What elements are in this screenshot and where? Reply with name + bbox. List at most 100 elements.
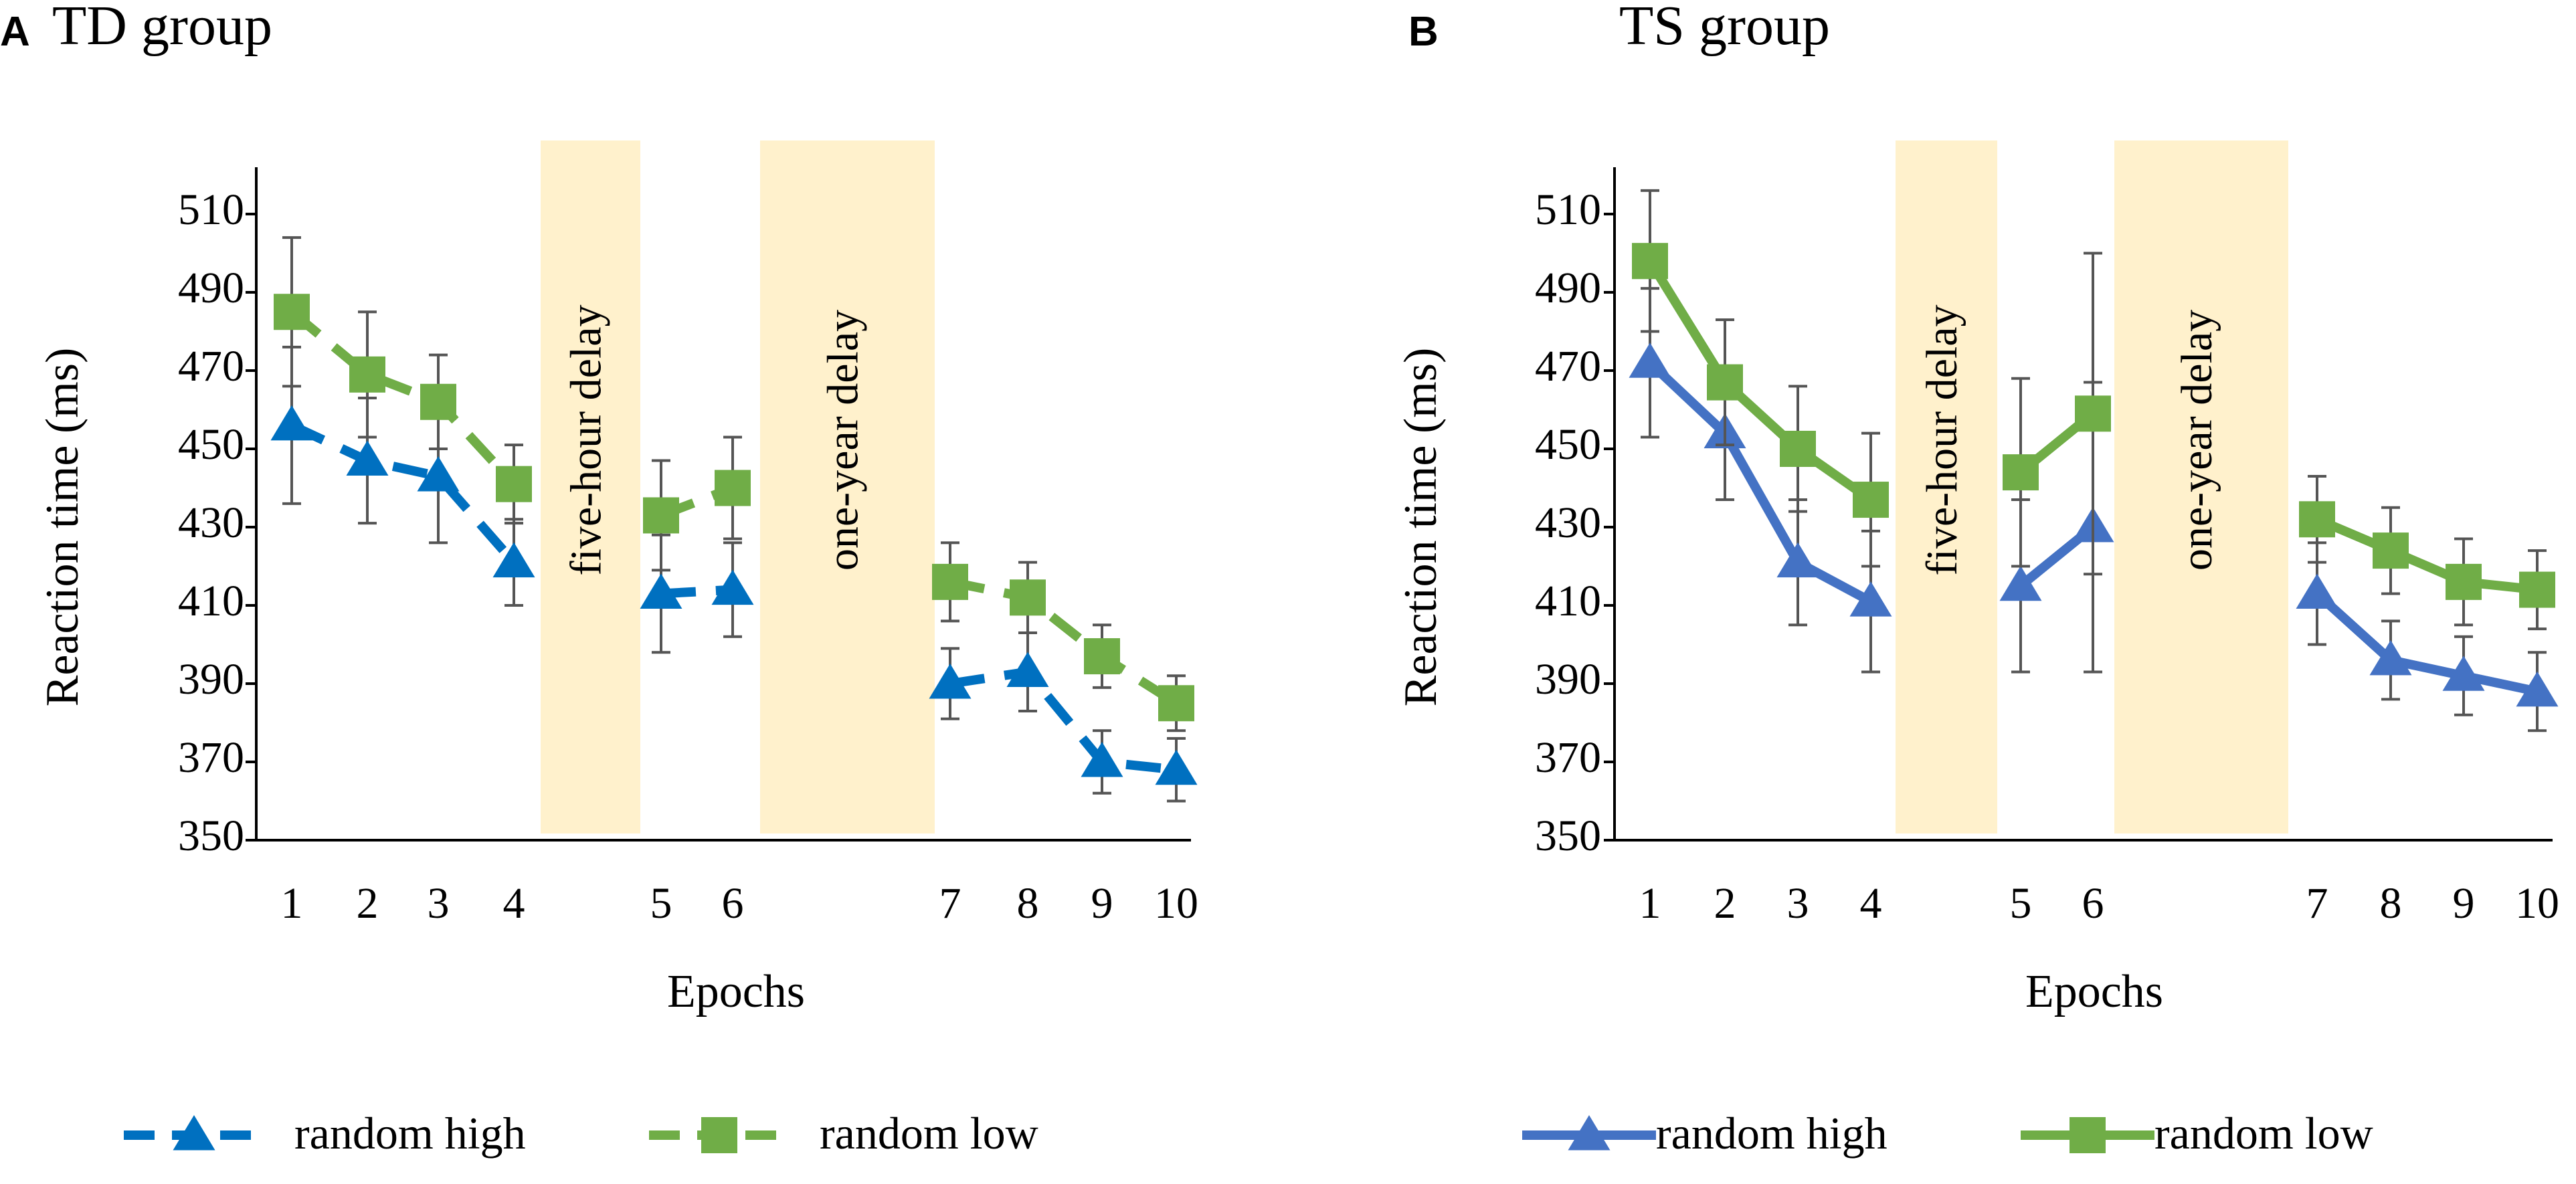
series-random-high	[1629, 287, 2559, 732]
data-point	[1006, 652, 1049, 687]
data-point	[346, 440, 389, 476]
x-axis-label: Epochs	[2025, 966, 2163, 1017]
series-line	[949, 667, 1177, 775]
data-point	[711, 569, 754, 605]
y-tick-label: 350	[178, 811, 244, 860]
x-tick-label: 5	[650, 879, 672, 928]
y-tick-label: 490	[1535, 264, 1601, 312]
y-tick-label: 410	[178, 577, 244, 625]
y-tick-label: 390	[1535, 655, 1601, 704]
chart-title: TS group	[1619, 0, 1830, 57]
panel-letter: B	[1408, 9, 1439, 55]
delay-band	[2114, 140, 2288, 833]
legend: random high random low	[124, 1108, 1038, 1159]
legend-marker	[173, 1115, 215, 1151]
legend-label: random low	[820, 1108, 1038, 1159]
series-line	[290, 421, 518, 566]
series-line	[1646, 258, 1874, 504]
legend: random high random low	[1522, 1108, 2373, 1159]
delay-label: one-year delay	[2173, 310, 2221, 571]
x-tick-label: 4	[503, 879, 525, 928]
data-point	[2299, 501, 2335, 538]
y-axis-label: Reaction time (ms)	[1395, 348, 1447, 707]
data-point	[929, 664, 972, 699]
legend-label: random high	[1656, 1108, 1888, 1159]
legend-marker	[701, 1117, 737, 1153]
data-point	[274, 294, 310, 330]
legend-marker	[1568, 1115, 1611, 1151]
legend-marker	[2069, 1117, 2106, 1153]
data-point	[2003, 454, 2039, 491]
y-tick-label: 370	[1535, 733, 1601, 782]
y-tick-label: 470	[178, 342, 244, 391]
data-point	[1853, 482, 1889, 518]
series-random-high	[270, 345, 1198, 803]
x-tick-label: 7	[2306, 879, 2328, 928]
delay-label: one-year delay	[819, 310, 868, 571]
data-point	[640, 573, 682, 609]
chart-panel-a: A TD group five-hour delay one-year delay 35…	[0, 0, 1198, 1159]
series-random-low	[1632, 189, 2555, 631]
data-point	[1849, 581, 1892, 617]
data-point	[1629, 342, 1671, 378]
legend-label: random high	[294, 1108, 526, 1159]
y-tick-label: 470	[1535, 342, 1601, 391]
series-random-low	[274, 236, 1194, 732]
x-tick-label: 6	[722, 879, 744, 928]
data-point	[2369, 639, 2412, 676]
data-point	[1158, 685, 1194, 722]
data-point	[420, 383, 456, 420]
y-tick-label: 390	[178, 655, 244, 704]
y-tick-label: 450	[1535, 420, 1601, 469]
series-line	[288, 308, 518, 488]
series-line	[2314, 590, 2539, 696]
data-point	[417, 456, 460, 492]
chart-panel-b: B TS group five-hour delay one-year delay 3 5…	[1395, 0, 2559, 1159]
data-point	[2373, 532, 2409, 569]
x-tick-label: 4	[1860, 879, 1882, 928]
data-point	[643, 497, 679, 534]
x-tick-label: 3	[1787, 879, 1809, 928]
data-point	[715, 470, 751, 506]
legend-label: random low	[2154, 1108, 2373, 1159]
y-tick-label: 410	[1535, 577, 1601, 625]
y-tick-label: 510	[1535, 185, 1601, 234]
x-tick-label: 1	[1639, 879, 1661, 928]
delay-label: five-hour delay	[562, 305, 611, 576]
data-point	[1081, 742, 1123, 777]
data-point	[1632, 243, 1668, 280]
data-point	[2519, 571, 2555, 608]
data-point	[492, 542, 535, 578]
data-point	[1155, 749, 1198, 785]
y-tick-label: 430	[178, 498, 244, 547]
y-tick-label: 510	[178, 185, 244, 234]
data-point	[270, 405, 313, 441]
delay-band	[760, 140, 935, 833]
data-point	[2296, 573, 2338, 609]
data-point	[1084, 638, 1120, 675]
data-point	[496, 466, 532, 502]
data-point	[2446, 563, 2482, 600]
x-tick-label: 8	[2380, 879, 2402, 928]
chart-title: TD group	[52, 0, 272, 57]
data-point	[1776, 542, 1819, 578]
delay-label: five-hour delay	[1918, 305, 1966, 576]
x-tick-label: 8	[1017, 879, 1039, 928]
data-point	[932, 563, 968, 600]
panel-letter: A	[0, 9, 30, 55]
x-tick-label: 2	[1714, 879, 1736, 928]
x-axis-label: Epochs	[667, 966, 805, 1017]
x-tick-label: 1	[281, 879, 303, 928]
data-point	[1780, 431, 1816, 467]
y-tick-label: 430	[1535, 498, 1601, 547]
data-point	[1010, 579, 1046, 616]
data-point	[1707, 364, 1743, 401]
x-tick-label: 5	[2010, 879, 2032, 928]
data-point	[2075, 395, 2111, 432]
delay-band	[1896, 140, 1997, 833]
data-point	[2442, 656, 2485, 691]
x-tick-label: 6	[2082, 879, 2104, 928]
delay-band	[541, 140, 640, 833]
x-tick-label: 10	[2515, 879, 2559, 928]
